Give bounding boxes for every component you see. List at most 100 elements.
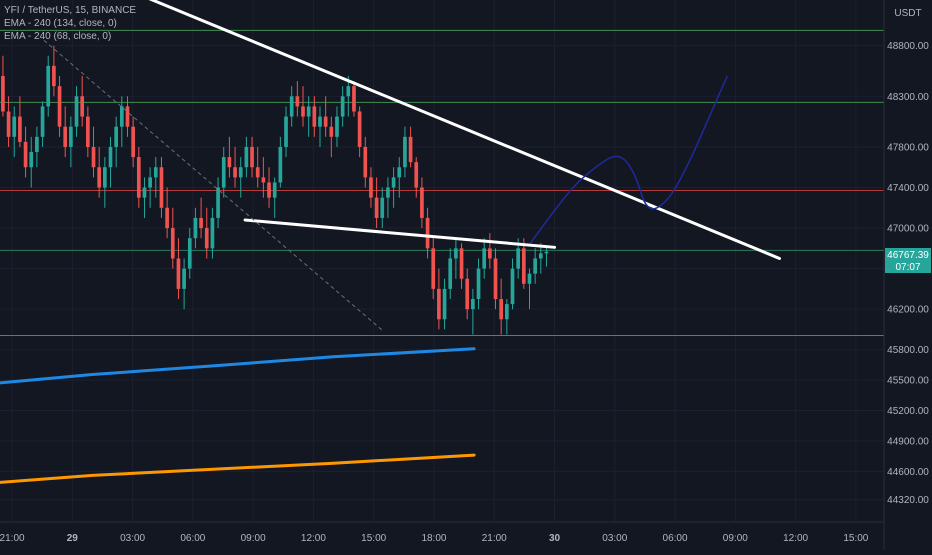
candle-body-50 [267,182,271,198]
price-tick-4: 47000.00 [887,224,929,235]
price-tick-8: 45500.00 [887,376,929,387]
candle-5 [12,106,17,158]
price-tick-6: 46200.00 [887,305,929,316]
price-tick-1: 48300.00 [887,92,929,103]
candle-body-62 [335,116,339,137]
price-tick-2: 47800.00 [887,142,929,153]
candle-body-90 [493,258,498,300]
candle-body-87 [476,268,481,300]
candle-61 [329,116,334,158]
candle-85 [465,268,470,320]
candle-body-45 [238,167,243,178]
candle-body-37 [193,217,198,239]
candle-body-44 [233,167,237,178]
candle-body-15 [69,126,73,147]
candle-8 [29,136,34,188]
ema-legend-2[interactable]: EMA - 240 (68, close, 0) [4,31,112,42]
candle-body-61 [329,126,334,137]
candle-body-49 [261,177,266,183]
candle-49 [261,157,266,198]
price-tick-3: 47400.00 [887,183,929,194]
candle-body-54 [289,96,294,117]
candle-body-6 [18,116,22,142]
candle-body-39 [204,228,209,249]
price-tick-10: 44900.00 [887,436,929,447]
candle-body-70 [380,197,385,218]
candle-body-43 [227,157,232,168]
time-tick-10: 03:00 [602,533,627,544]
candle-45 [238,157,243,198]
candle-82 [448,248,453,300]
time-axis[interactable]: 21:00 29 03:00 06:00 09:00 12:00 15:00 18:00 21:… [0,533,869,544]
candle-33 [170,207,175,269]
trendline-2[interactable] [43,40,385,332]
time-tick-5: 12:00 [301,533,326,544]
price-tick-0: 48800.00 [887,41,929,52]
candle-64 [346,76,351,117]
price-tick-11: 44600.00 [887,467,929,478]
candle-14 [63,106,68,158]
candle-body-34 [176,258,181,289]
trendline-1[interactable] [243,218,557,249]
candle-46 [244,136,249,178]
candle-body-67 [363,146,368,178]
candle-75 [408,126,413,168]
candle-body-82 [448,258,453,289]
candle-body-13 [57,86,62,127]
candle-53 [284,106,288,158]
candle-body-20 [97,167,102,188]
candle-67 [363,136,368,188]
candle-body-75 [408,136,413,163]
time-tick-4: 09:00 [241,533,266,544]
candle-body-27 [136,157,141,198]
candle-50 [267,167,271,208]
time-tick-12: 09:00 [723,533,748,544]
candle-body-95 [521,248,526,284]
candle-body-86 [471,299,475,310]
trendlines[interactable] [43,0,782,332]
price-tick-9: 45200.00 [887,406,929,417]
candle-body-40 [210,217,215,249]
candle-body-30 [153,167,158,178]
candle-71 [386,177,390,218]
candle-10 [40,101,45,147]
candle-98 [538,243,543,274]
candle-body-80 [437,288,441,320]
candle-23 [114,116,119,168]
candle-79 [431,238,436,300]
candle-body-16 [74,96,79,127]
candle-21 [102,157,107,208]
ema-line-0 [0,347,476,385]
candle-76 [414,157,419,198]
candle-99 [544,245,549,267]
price-tick-12: 44320.00 [887,495,929,506]
candle-80 [437,268,441,330]
candle-47 [250,136,254,178]
candle-58 [312,96,317,137]
candles [1,45,549,335]
candle-body-8 [29,152,34,168]
candle-73 [397,157,402,198]
candle-body-55 [295,96,300,107]
candle-26 [131,116,135,168]
ema-legend-1[interactable]: EMA - 240 (134, close, 0) [4,18,117,29]
symbol-title[interactable]: YFI / TetherUS, 15, BINANCE [4,5,137,16]
candle-3 [1,55,5,117]
time-tick-9: 30 [549,533,561,544]
candle-body-7 [23,141,28,168]
candle-87 [476,258,481,310]
candle-90 [493,248,498,310]
currency-label: USDT [894,8,921,19]
price-axis[interactable]: 48800.00 48300.00 47800.00 47400.00 47000.00… [887,41,929,506]
candle-69 [374,177,379,229]
candle-42 [221,146,226,198]
candle-body-77 [420,187,424,218]
trendline-0[interactable] [121,0,782,260]
candle-29 [148,167,152,208]
candle-95 [521,238,526,289]
candle-59 [318,106,322,147]
candle-body-57 [306,106,311,117]
candle-15 [69,116,73,168]
time-tick-3: 06:00 [180,533,205,544]
